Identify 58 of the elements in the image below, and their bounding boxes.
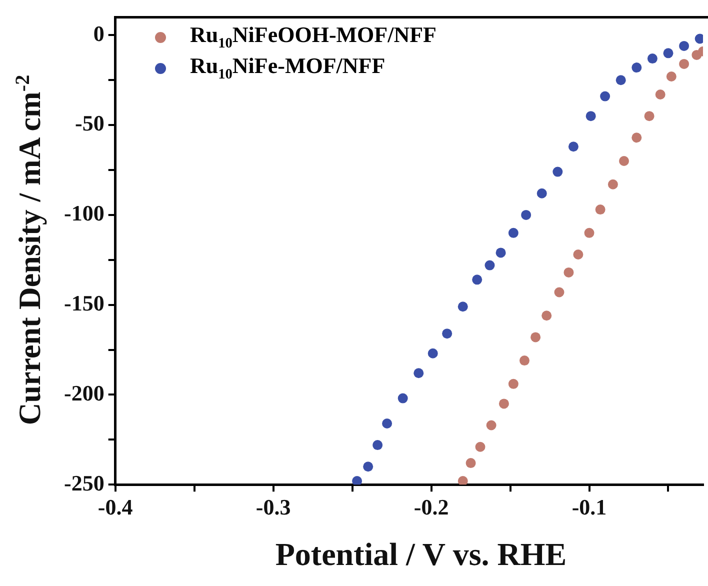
- legend-label: Ru$_{10}$NiFe-MOF/NFF: [190, 53, 386, 84]
- point: [632, 62, 642, 73]
- y-tick-label: -200: [64, 380, 104, 406]
- point: [508, 228, 518, 238]
- x-tick-label: -0.4: [98, 494, 133, 520]
- point: [521, 210, 532, 220]
- point: [530, 332, 541, 342]
- point: [552, 166, 563, 177]
- point: [458, 476, 468, 485]
- point: [508, 378, 518, 389]
- point: [475, 442, 486, 452]
- point: [498, 398, 509, 409]
- point: [398, 393, 408, 404]
- point: [632, 132, 642, 143]
- point: [414, 368, 424, 378]
- point: [655, 90, 666, 100]
- point: [568, 142, 578, 152]
- point: [679, 58, 690, 69]
- point: [616, 75, 626, 86]
- point: [484, 260, 495, 270]
- point: [472, 274, 482, 285]
- point: [486, 420, 496, 430]
- point: [519, 356, 530, 366]
- point: [496, 248, 506, 258]
- y-tick-label: 0: [93, 20, 104, 46]
- y-tick-label: -150: [64, 290, 104, 316]
- point: [663, 48, 674, 58]
- point: [584, 228, 594, 238]
- point: [382, 418, 392, 428]
- point: [573, 249, 584, 260]
- point: [600, 91, 610, 102]
- y-tick-label: -50: [75, 110, 104, 136]
- point: [595, 204, 606, 215]
- legend-label: Ru$_{10}$NiFeOOH-MOF/NFF: [190, 22, 436, 53]
- point: [679, 40, 690, 51]
- point: [466, 458, 476, 468]
- x-tick-label: -0.1: [572, 494, 607, 520]
- point: [352, 476, 362, 485]
- x-tick-label: -0.2: [414, 494, 449, 520]
- point: [536, 188, 547, 198]
- point: [554, 287, 564, 298]
- point: [608, 179, 618, 190]
- point: [619, 156, 630, 166]
- point: [647, 54, 658, 64]
- point: [458, 302, 468, 312]
- y-tick-label: -100: [64, 200, 104, 226]
- point: [428, 348, 438, 358]
- point: [564, 267, 574, 278]
- x-axis-title: Potential / V vs. RHE: [274, 536, 568, 573]
- point: [372, 440, 383, 450]
- y-tick-label: -250: [64, 470, 104, 496]
- point: [666, 72, 676, 82]
- point: [586, 111, 596, 122]
- point: [644, 111, 654, 122]
- point: [442, 328, 452, 339]
- point: [542, 310, 552, 321]
- x-tick-label: -0.3: [256, 494, 291, 520]
- point: [363, 462, 374, 472]
